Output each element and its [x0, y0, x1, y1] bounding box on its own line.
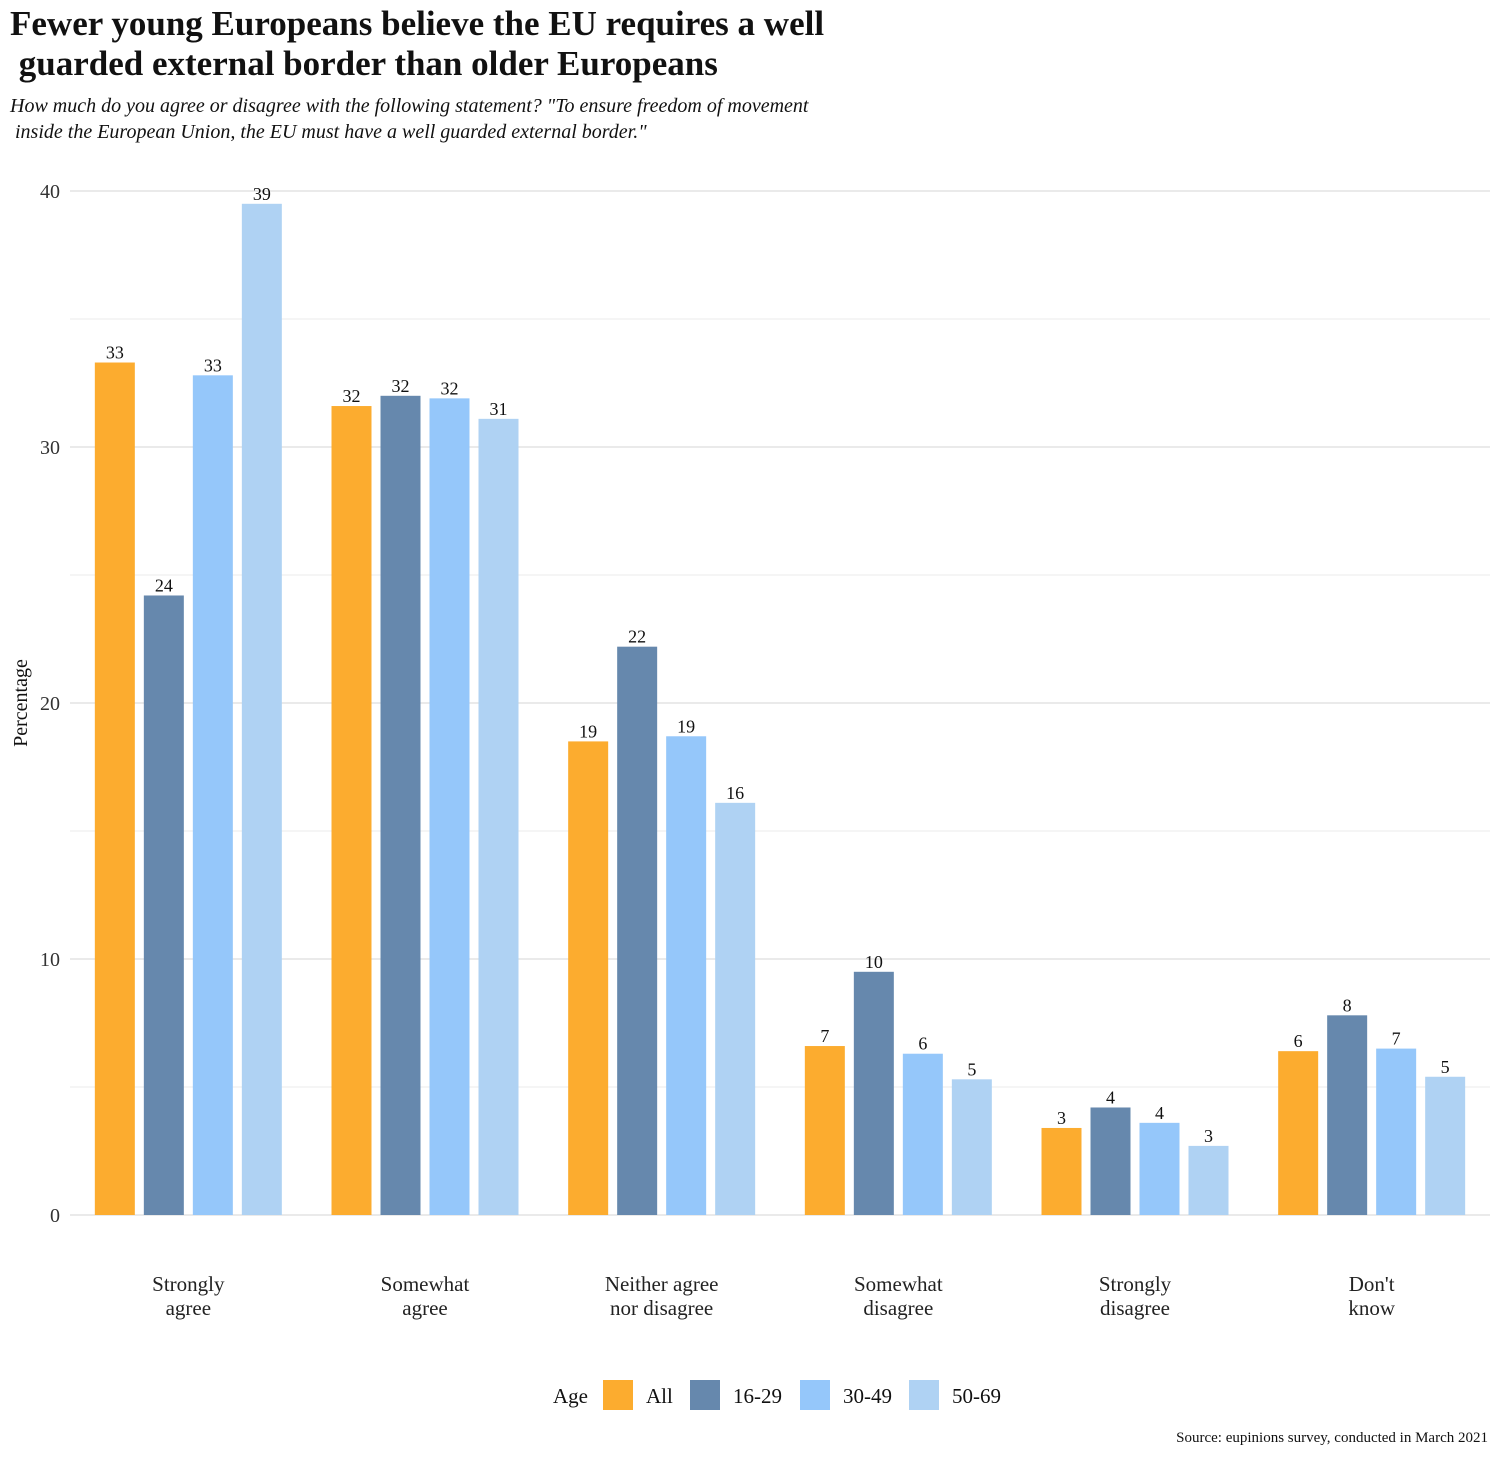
- bar-value-label: 10: [865, 952, 883, 972]
- bar-30-49-2: [666, 736, 707, 1215]
- source-note: Source: eupinions survey, conducted in M…: [1176, 1430, 1488, 1446]
- bar-16-29-4: [1090, 1107, 1131, 1215]
- bar-value-label: 5: [967, 1059, 976, 1079]
- x-tick-label-line: know: [1348, 1296, 1396, 1320]
- bar-value-label: 7: [1392, 1029, 1401, 1049]
- chart-subtitle: How much do you agree or disagree with t…: [10, 95, 809, 143]
- bar-30-49-3: [902, 1053, 943, 1215]
- y-axis: 0 10 20 30 40 Percentage: [10, 181, 60, 1227]
- bar-30-49-0: [192, 375, 233, 1215]
- bar-30-49-5: [1376, 1048, 1417, 1215]
- bar-value-label: 8: [1343, 995, 1352, 1015]
- y-axis-title: Percentage: [10, 659, 32, 747]
- x-tick-label: Neither agree nor disagree: [605, 1272, 719, 1320]
- bar-value-label: 19: [677, 716, 695, 736]
- bar-50-69-3: [951, 1079, 992, 1215]
- x-tick-label-line: disagree: [1100, 1296, 1170, 1320]
- bar-All-0: [94, 362, 135, 1215]
- legend-title: Age: [553, 1384, 588, 1408]
- x-tick-label: Strongly disagree: [1099, 1272, 1172, 1320]
- bar-value-label: 6: [918, 1034, 927, 1054]
- bar-value-label: 7: [820, 1026, 829, 1046]
- bar-30-49-1: [429, 398, 470, 1215]
- bar-16-29-2: [617, 646, 658, 1215]
- bar-50-69-0: [241, 203, 282, 1216]
- bar-50-69-1: [478, 418, 519, 1216]
- y-tick-label: 30: [40, 437, 60, 459]
- bar-value-label: 4: [1106, 1087, 1115, 1107]
- bar-value-label: 5: [1441, 1057, 1450, 1077]
- chart-title: Fewer young Europeans believe the EU req…: [10, 4, 825, 83]
- legend-swatch-16-29: [690, 1380, 720, 1410]
- bar-30-49-4: [1139, 1122, 1180, 1215]
- bar-value-label: 16: [726, 783, 744, 803]
- bar-value-label: 39: [253, 184, 271, 204]
- x-tick-label-line: agree: [402, 1296, 447, 1320]
- x-tick-label-line: agree: [166, 1296, 211, 1320]
- bar-value-label: 3: [1204, 1126, 1213, 1146]
- bar-50-69-2: [715, 802, 756, 1215]
- bar-16-29-5: [1327, 1015, 1368, 1215]
- x-tick-label: Somewhat disagree: [854, 1272, 943, 1320]
- legend-swatch-30-49: [800, 1380, 830, 1410]
- x-tick-label: Somewhat agree: [381, 1272, 470, 1320]
- x-tick-label-line: Strongly: [152, 1272, 225, 1296]
- x-tick-label: Don't know: [1348, 1272, 1396, 1320]
- legend-label: 30-49: [843, 1384, 892, 1408]
- bar-value-label: 31: [490, 399, 508, 419]
- x-tick-label-line: Don't: [1349, 1272, 1395, 1296]
- y-tick-label: 10: [40, 949, 60, 971]
- bar-value-label: 22: [628, 627, 646, 647]
- bar-All-3: [804, 1046, 845, 1215]
- bar-All-1: [331, 406, 372, 1215]
- legend-label: 50-69: [952, 1384, 1001, 1408]
- bar-value-label: 4: [1155, 1103, 1164, 1123]
- bar-All-5: [1278, 1051, 1319, 1215]
- y-tick-label: 40: [40, 181, 60, 203]
- legend-swatch-All: [603, 1380, 633, 1410]
- x-tick-label-line: Somewhat: [381, 1272, 470, 1296]
- x-tick-label-line: Strongly: [1099, 1272, 1172, 1296]
- legend: Age All 16-29 30-49 50-69: [553, 1380, 1001, 1410]
- y-tick-label: 0: [50, 1205, 60, 1227]
- y-tick-label: 20: [40, 693, 60, 715]
- bar-value-label: 32: [343, 386, 361, 406]
- x-tick-label-line: nor disagree: [610, 1296, 713, 1320]
- bar-All-2: [568, 741, 609, 1215]
- bar-value-label: 6: [1294, 1031, 1303, 1051]
- bar-value-label: 32: [392, 376, 410, 396]
- bar-value-label: 32: [441, 378, 459, 398]
- legend-swatch-50-69: [909, 1380, 939, 1410]
- gridlines: [70, 190, 1490, 1216]
- bar-value-label: 19: [579, 721, 597, 741]
- bars: 33 24 33 39 32 32 32 31 19 22 19 16 7 10 6 5 3 4 4 3 6 8 7 5: [94, 184, 1466, 1216]
- x-tick-label-line: Neither agree: [605, 1272, 719, 1296]
- bar-16-29-0: [143, 595, 184, 1215]
- bar-50-69-4: [1188, 1145, 1229, 1215]
- bar-50-69-5: [1425, 1076, 1466, 1215]
- x-tick-label: Strongly agree: [152, 1272, 225, 1320]
- bar-value-label: 33: [204, 355, 222, 375]
- bar-value-label: 3: [1057, 1108, 1066, 1128]
- legend-label: All: [646, 1384, 673, 1408]
- x-tick-label-line: Somewhat: [854, 1272, 943, 1296]
- bar-value-label: 33: [106, 343, 124, 363]
- bar-All-4: [1041, 1127, 1082, 1215]
- legend-label: 16-29: [733, 1384, 782, 1408]
- bar-16-29-3: [853, 971, 894, 1215]
- bar-value-label: 24: [155, 575, 173, 595]
- bar-16-29-1: [380, 395, 421, 1215]
- x-tick-label-line: disagree: [863, 1296, 933, 1320]
